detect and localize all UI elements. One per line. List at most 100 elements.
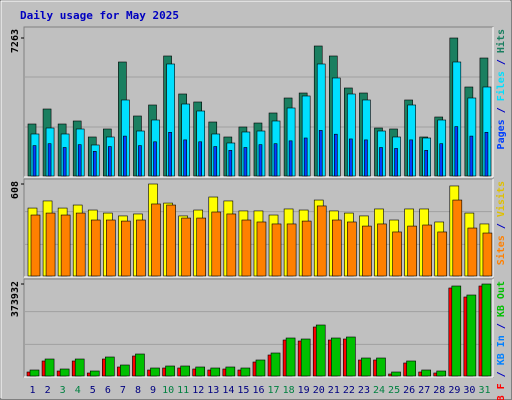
- bar: [106, 219, 116, 277]
- bar: [437, 231, 448, 277]
- x-tick-label: 31: [478, 385, 490, 396]
- x-tick-label: 5: [90, 385, 96, 396]
- x-tick-label: 11: [177, 385, 189, 396]
- bar: [211, 211, 222, 277]
- bar: [240, 367, 251, 377]
- bar: [210, 367, 221, 377]
- bar: [484, 131, 489, 177]
- bar: [29, 369, 40, 377]
- x-tick-label: 8: [135, 385, 141, 396]
- legend-separator: /: [496, 365, 507, 383]
- bar: [273, 143, 278, 177]
- x-tick-label: 24: [373, 385, 385, 396]
- bar: [256, 221, 267, 277]
- bar: [89, 370, 100, 377]
- x-tick-label: 2: [45, 385, 51, 396]
- legend-entry: Files: [495, 71, 507, 101]
- bar: [377, 223, 387, 277]
- bar: [59, 368, 70, 377]
- bar: [439, 143, 444, 177]
- bar: [121, 220, 131, 277]
- bar: [361, 357, 371, 377]
- legend: Sites / Visits: [495, 181, 507, 265]
- bar: [165, 365, 175, 377]
- bar: [123, 135, 127, 177]
- x-tick-label: 25: [388, 385, 400, 396]
- bar: [394, 148, 398, 177]
- bar: [452, 199, 463, 277]
- x-tick-label: 26: [403, 385, 415, 396]
- x-tick-label: 21: [328, 385, 340, 396]
- bar: [482, 232, 493, 277]
- bar: [315, 324, 326, 377]
- bar: [466, 294, 477, 377]
- bar: [75, 212, 86, 277]
- y-tick-label: 608: [10, 181, 21, 199]
- bar: [318, 130, 323, 177]
- x-tick-label: 20: [313, 385, 325, 396]
- bar: [349, 138, 353, 177]
- bar: [364, 139, 368, 177]
- bar: [47, 143, 52, 177]
- legend-separator: /: [496, 101, 507, 119]
- bar: [333, 133, 338, 177]
- legend: KB F / KB In / KB Out: [496, 281, 507, 400]
- x-tick-label: 28: [433, 385, 445, 396]
- bar: [166, 204, 176, 277]
- x-tick-label: 18: [283, 385, 295, 396]
- x-tick-label: 15: [237, 385, 249, 396]
- legend-entry: KB Out: [496, 281, 507, 317]
- legend-entry: Sites: [495, 235, 507, 265]
- legend: Pages / Files / Hits: [495, 29, 507, 149]
- x-tick-label: 19: [298, 385, 310, 396]
- bar: [271, 223, 282, 277]
- bar: [454, 126, 459, 177]
- bar: [286, 223, 297, 277]
- bar: [136, 219, 146, 277]
- bar: [241, 219, 252, 277]
- legend-entry: Visits: [495, 181, 507, 217]
- bar: [243, 147, 248, 177]
- bar: [469, 135, 474, 177]
- bar: [288, 140, 293, 177]
- legend-entry: KB F: [496, 383, 507, 400]
- x-tick-label: 17: [268, 385, 280, 396]
- bar: [195, 366, 206, 377]
- bar: [467, 227, 478, 277]
- x-tick-label: 10: [162, 385, 174, 396]
- x-tick-label: 6: [105, 385, 111, 396]
- legend-entry: Hits: [495, 29, 507, 53]
- bar: [74, 358, 85, 377]
- bar: [422, 224, 432, 277]
- bar: [168, 131, 172, 177]
- bar: [135, 353, 145, 377]
- x-tick-label: 9: [150, 385, 156, 396]
- bar: [198, 141, 203, 177]
- bar: [45, 212, 56, 277]
- bar: [183, 139, 187, 177]
- x-tick-label: 3: [60, 385, 66, 396]
- bar: [30, 214, 41, 277]
- bar: [270, 352, 281, 377]
- bar: [409, 139, 413, 177]
- x-tick-label: 16: [252, 385, 264, 396]
- bar: [407, 225, 417, 277]
- bar: [406, 360, 416, 377]
- bar: [362, 225, 372, 277]
- bar: [331, 219, 342, 277]
- legend-separator: /: [496, 217, 507, 235]
- bar: [391, 371, 401, 377]
- x-tick-label: 14: [222, 385, 234, 396]
- x-tick-label: 22: [343, 385, 355, 396]
- bar: [330, 337, 341, 377]
- chart-title: Daily usage for May 2025: [20, 9, 179, 22]
- bar: [258, 144, 263, 177]
- bar: [346, 336, 356, 377]
- bar: [150, 367, 160, 377]
- x-tick-label: 23: [358, 385, 370, 396]
- bar: [225, 366, 236, 377]
- bar: [424, 150, 428, 177]
- y-tick-label: 373932: [10, 281, 21, 317]
- bar: [316, 205, 327, 277]
